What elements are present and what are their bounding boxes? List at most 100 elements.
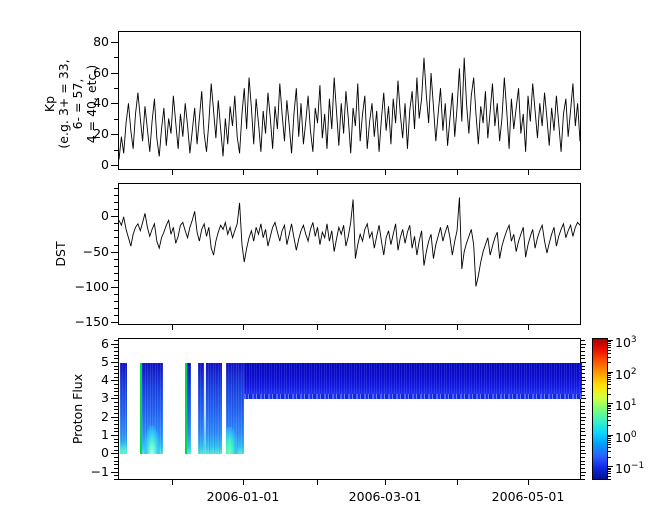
colorbar-minor-tick	[608, 377, 611, 378]
x-tick-label: 2006-05-01	[491, 489, 565, 504]
kp-axis-label-line1: Kp	[42, 95, 57, 113]
colorbar-minor-tick	[608, 436, 611, 437]
y-minor-tick	[114, 413, 118, 414]
y-minor-tick-right	[581, 475, 585, 476]
colorbar-minor-tick	[608, 447, 611, 448]
dst-plot-panel	[118, 183, 581, 325]
colorbar-minor-tick	[608, 373, 611, 374]
y-minor-tick	[114, 420, 118, 421]
y-major-tick	[111, 103, 118, 104]
heatmap-segment	[244, 362, 582, 400]
y-major-tick	[111, 380, 118, 381]
colorbar-minor-tick	[608, 408, 611, 409]
y-major-tick	[111, 252, 118, 253]
heatmap-segment	[119, 362, 128, 455]
colorbar-minor-tick	[608, 468, 611, 469]
y-tick-label: 4	[101, 372, 109, 388]
y-tick-label: 3	[101, 390, 109, 406]
x-tick	[528, 480, 529, 485]
y-minor-tick-right	[581, 406, 585, 407]
y-major-tick-right	[581, 398, 586, 399]
light-flux-column	[203, 362, 206, 455]
y-tick-label: 6	[101, 335, 109, 351]
heatmap-stripe-texture	[198, 362, 222, 455]
y-minor-tick-right	[581, 369, 585, 370]
colorbar-major-tick	[608, 403, 613, 404]
x-tick	[457, 170, 458, 175]
x-tick	[457, 325, 458, 330]
y-minor-tick	[114, 406, 118, 407]
y-minor-tick	[114, 351, 118, 352]
colorbar-minor-tick	[608, 406, 611, 407]
y-major-tick-right	[581, 472, 586, 473]
y-tick-label: 1	[101, 427, 109, 443]
y-major-tick	[111, 398, 118, 399]
y-minor-tick	[114, 424, 118, 425]
y-tick-label: 5	[101, 353, 109, 369]
y-minor-tick-right	[581, 464, 585, 465]
y-minor-tick-right	[581, 366, 585, 367]
y-minor-tick	[114, 245, 118, 246]
x-tick	[457, 480, 458, 485]
y-minor-tick-right	[581, 391, 585, 392]
y-minor-tick	[114, 369, 118, 370]
y-minor-tick	[114, 384, 118, 385]
y-major-tick	[111, 435, 118, 436]
y-major-tick-right	[581, 380, 586, 381]
y-minor-tick	[114, 468, 118, 469]
y-minor-tick	[114, 280, 118, 281]
colorbar-minor-tick	[608, 347, 611, 348]
y-minor-tick	[114, 301, 118, 302]
y-minor-tick-right	[581, 442, 585, 443]
y-minor-tick-right	[581, 446, 585, 447]
colorbar-minor-tick	[608, 375, 611, 376]
y-minor-tick	[114, 340, 118, 341]
y-minor-tick-right	[581, 420, 585, 421]
green-flux-blob	[226, 426, 237, 455]
y-minor-tick	[114, 188, 118, 189]
heatmap-segment	[185, 362, 192, 455]
y-minor-tick	[114, 355, 118, 356]
y-minor-tick	[114, 209, 118, 210]
y-major-tick-right	[581, 344, 586, 345]
y-minor-tick	[114, 88, 118, 89]
colorbar-minor-tick	[608, 341, 611, 342]
y-major-tick	[111, 287, 118, 288]
y-tick-label: 20	[93, 126, 109, 142]
colorbar-major-tick	[608, 340, 613, 341]
y-minor-tick	[114, 294, 118, 295]
y-tick-label: 40	[93, 95, 109, 111]
colorbar-minor-tick	[608, 388, 611, 389]
y-major-tick	[111, 42, 118, 43]
y-minor-tick-right	[581, 468, 585, 469]
y-major-tick	[111, 472, 118, 473]
y-minor-tick-right	[581, 373, 585, 374]
x-tick	[528, 170, 529, 175]
colorbar-minor-tick	[608, 357, 611, 358]
y-major-tick	[111, 73, 118, 74]
colorbar-minor-tick	[608, 405, 611, 406]
y-minor-tick	[114, 150, 118, 151]
y-minor-tick	[114, 431, 118, 432]
colorbar-minor-tick	[608, 473, 611, 474]
x-tick	[317, 325, 318, 330]
colorbar-minor-tick	[608, 420, 611, 421]
y-minor-tick-right	[581, 450, 585, 451]
y-minor-tick	[114, 439, 118, 440]
heatmap-segment	[139, 362, 163, 455]
colorbar-major-tick	[608, 466, 613, 467]
proton-flux-heatmap-panel	[118, 338, 582, 480]
y-minor-tick	[114, 395, 118, 396]
y-minor-tick-right	[581, 355, 585, 356]
y-minor-tick-right	[581, 431, 585, 432]
kp-line-series	[119, 57, 580, 160]
y-minor-tick-right	[581, 402, 585, 403]
y-minor-tick	[114, 273, 118, 274]
y-minor-tick	[114, 266, 118, 267]
y-major-tick	[111, 216, 118, 217]
y-minor-tick-right	[581, 351, 585, 352]
x-tick	[317, 480, 318, 485]
y-minor-tick-right	[581, 377, 585, 378]
colorbar-minor-tick	[608, 362, 611, 363]
heatmap-segment	[198, 362, 222, 455]
